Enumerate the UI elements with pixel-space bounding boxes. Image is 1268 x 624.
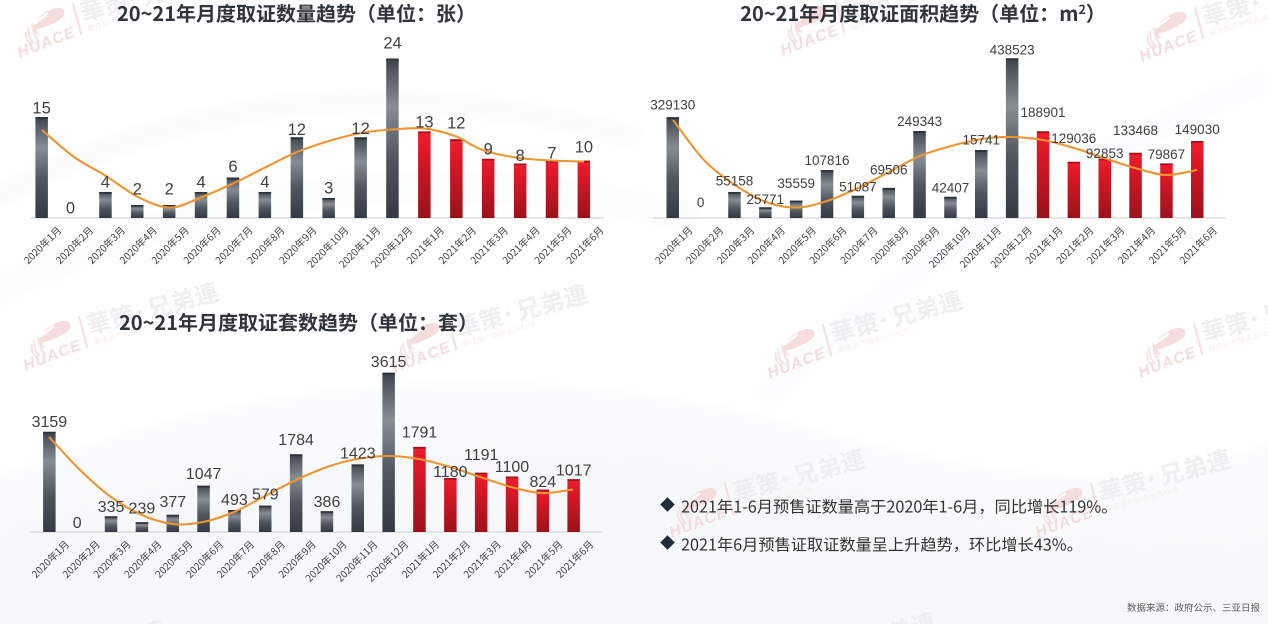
svg-text:25771: 25771 [747, 192, 785, 207]
svg-text:15: 15 [32, 100, 50, 118]
svg-text:579: 579 [252, 486, 279, 503]
svg-text:133468: 133468 [1113, 123, 1158, 138]
svg-text:7: 7 [547, 145, 556, 163]
svg-text:377: 377 [159, 494, 186, 511]
svg-text:9: 9 [484, 141, 493, 159]
svg-text:0: 0 [66, 199, 75, 217]
svg-text:92853: 92853 [1086, 146, 1124, 161]
svg-text:35559: 35559 [777, 176, 815, 191]
svg-text:4: 4 [101, 174, 110, 192]
svg-text:329130: 329130 [650, 98, 695, 113]
svg-text:4: 4 [260, 174, 269, 192]
svg-text:0: 0 [697, 195, 705, 210]
svg-text:107816: 107816 [804, 153, 849, 168]
svg-text:129036: 129036 [1051, 131, 1096, 146]
svg-text:10: 10 [575, 139, 593, 157]
svg-text:249343: 249343 [897, 114, 942, 129]
svg-text:12: 12 [447, 115, 465, 133]
svg-text:4: 4 [197, 174, 206, 192]
svg-text:12: 12 [288, 121, 306, 139]
svg-text:493: 493 [221, 492, 248, 509]
svg-text:1784: 1784 [278, 432, 314, 449]
svg-text:69506: 69506 [870, 163, 908, 178]
svg-text:79867: 79867 [1148, 147, 1186, 162]
svg-text:3159: 3159 [32, 414, 68, 431]
svg-text:8: 8 [516, 147, 525, 165]
svg-text:2: 2 [133, 181, 142, 199]
svg-text:3: 3 [324, 180, 333, 198]
svg-text:239: 239 [129, 501, 156, 518]
svg-text:12: 12 [351, 120, 369, 138]
svg-text:188901: 188901 [1020, 105, 1065, 120]
svg-text:149030: 149030 [1175, 122, 1220, 137]
svg-text:824: 824 [529, 474, 556, 491]
svg-text:24: 24 [383, 35, 401, 53]
svg-text:386: 386 [314, 494, 341, 511]
svg-text:0: 0 [73, 515, 82, 532]
svg-text:1100: 1100 [495, 459, 530, 476]
svg-text:1791: 1791 [402, 425, 438, 442]
svg-text:2: 2 [165, 181, 174, 199]
svg-text:1180: 1180 [433, 464, 468, 481]
svg-text:55158: 55158 [716, 174, 754, 189]
svg-text:1017: 1017 [556, 463, 592, 480]
svg-text:15741: 15741 [963, 133, 1001, 148]
svg-text:1047: 1047 [186, 466, 222, 483]
svg-text:51087: 51087 [839, 180, 877, 195]
svg-text:42407: 42407 [932, 181, 970, 196]
svg-text:335: 335 [98, 499, 125, 516]
svg-text:6: 6 [228, 158, 237, 176]
svg-text:13: 13 [415, 114, 433, 132]
svg-text:1423: 1423 [340, 446, 376, 463]
svg-text:3615: 3615 [371, 354, 407, 371]
svg-text:438523: 438523 [990, 43, 1035, 58]
svg-text:1191: 1191 [464, 447, 499, 464]
